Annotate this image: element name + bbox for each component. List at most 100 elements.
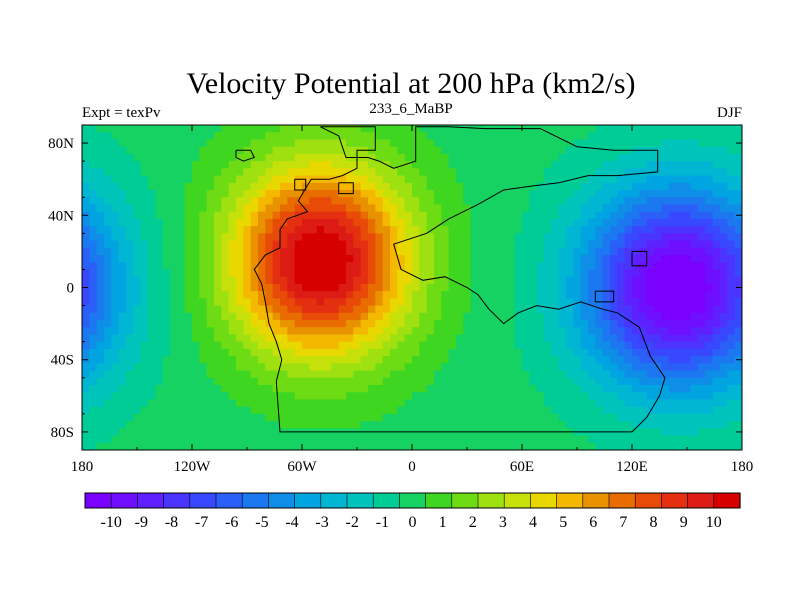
field-cell <box>412 320 420 328</box>
colorbar-label: -1 <box>376 514 389 531</box>
field-cell <box>221 377 230 386</box>
field-cell <box>448 377 457 386</box>
field-cell <box>155 377 164 386</box>
field-cell <box>214 442 222 450</box>
field-cell <box>140 291 149 299</box>
field-cell <box>668 377 677 386</box>
field-cell <box>580 385 589 393</box>
field-cell <box>448 334 457 343</box>
field-cell <box>529 385 538 393</box>
field-cell <box>375 283 384 292</box>
field-cell <box>441 168 450 177</box>
field-cell <box>705 385 714 393</box>
field-cell <box>360 276 369 285</box>
field-cell <box>595 168 604 177</box>
field-cell <box>419 218 428 227</box>
field-cell <box>529 262 538 271</box>
field-cell <box>360 341 369 350</box>
field-cell <box>514 132 523 141</box>
field-cell <box>536 211 545 220</box>
field-cell <box>375 421 384 429</box>
field-cell <box>610 255 618 263</box>
field-cell <box>192 327 200 336</box>
field-cell <box>192 435 200 444</box>
field-cell <box>96 276 105 285</box>
field-cell <box>573 182 582 191</box>
field-cell <box>434 240 442 249</box>
field-cell <box>155 392 164 401</box>
field-cell <box>331 392 340 401</box>
field-cell <box>529 348 538 357</box>
field-cell <box>698 233 706 242</box>
field-cell <box>184 175 193 184</box>
field-cell <box>698 153 706 162</box>
field-cell <box>580 341 589 350</box>
field-cell <box>646 247 655 256</box>
field-cell <box>265 153 274 162</box>
field-cell <box>133 204 142 213</box>
field-cell <box>375 334 384 343</box>
field-cell <box>118 370 127 379</box>
field-cell <box>316 363 325 372</box>
field-cell <box>82 125 90 133</box>
field-cell <box>720 392 728 401</box>
field-cell <box>382 226 391 234</box>
field-cell <box>82 153 90 162</box>
field-cell <box>236 341 244 350</box>
field-cell <box>720 153 728 162</box>
field-cell <box>478 139 486 148</box>
field-cell <box>192 413 200 422</box>
field-cell <box>294 392 303 401</box>
field-cell <box>412 247 420 256</box>
field-cell <box>375 305 384 314</box>
field-cell <box>111 211 120 220</box>
field-cell <box>228 283 237 292</box>
field-cell <box>727 218 736 227</box>
field-cell <box>419 153 428 162</box>
field-cell <box>529 283 538 292</box>
field-cell <box>368 406 376 415</box>
field-cell <box>294 298 303 307</box>
field-cell <box>639 153 648 162</box>
field-cell <box>338 132 347 141</box>
field-cell <box>265 370 274 379</box>
field-cell <box>258 356 266 364</box>
field-cell <box>96 190 105 198</box>
field-cell <box>705 211 714 220</box>
field-cell <box>683 291 692 299</box>
field-cell <box>368 255 376 263</box>
field-cell <box>544 356 552 364</box>
field-cell <box>412 312 420 321</box>
field-cell <box>558 197 567 206</box>
field-cell <box>221 125 230 133</box>
field-cell <box>705 283 714 292</box>
field-cell <box>324 370 332 379</box>
field-cell <box>734 153 742 162</box>
field-cell <box>595 182 604 191</box>
field-cell <box>228 377 237 386</box>
field-cell <box>118 211 127 220</box>
field-cell <box>544 312 552 321</box>
field-cell <box>368 291 376 299</box>
field-cell <box>309 356 318 364</box>
field-cell <box>522 348 530 357</box>
field-cell <box>397 175 406 184</box>
field-cell <box>514 298 523 307</box>
field-cell <box>265 132 274 141</box>
field-cell <box>595 363 604 372</box>
field-cell <box>177 255 186 263</box>
field-cell <box>133 399 142 408</box>
field-cell <box>221 211 230 220</box>
field-cell <box>382 182 391 191</box>
field-cell <box>111 233 120 242</box>
field-cell <box>250 276 259 285</box>
field-cell <box>478 377 486 386</box>
field-cell <box>683 421 692 429</box>
field-cell <box>456 247 464 256</box>
field-cell <box>478 334 486 343</box>
field-cell <box>126 247 134 256</box>
field-cell <box>353 341 362 350</box>
field-cell <box>294 182 303 191</box>
field-cell <box>199 168 208 177</box>
field-cell <box>683 334 692 343</box>
